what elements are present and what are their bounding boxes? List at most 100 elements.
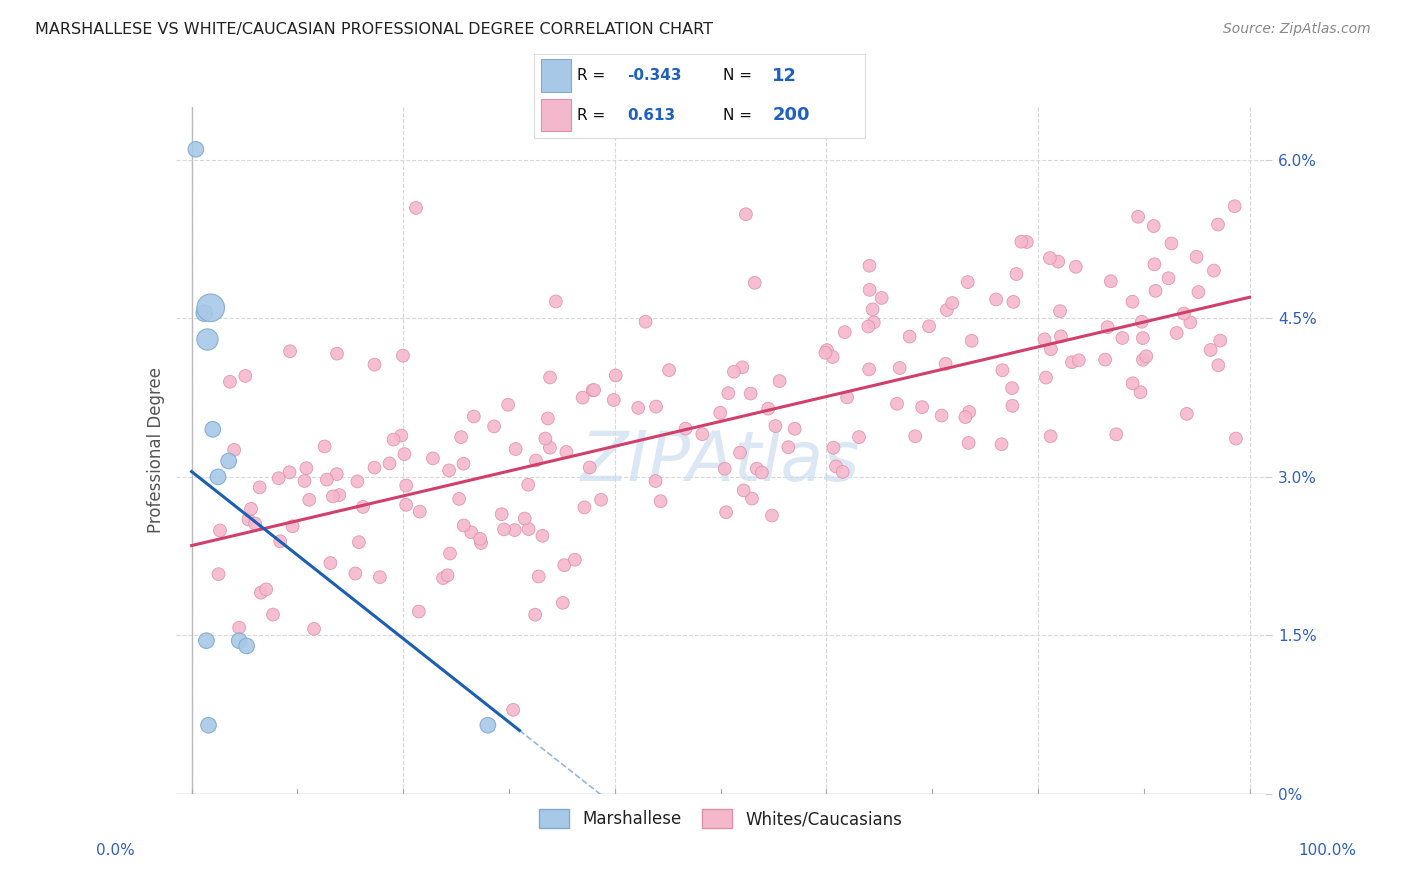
Point [432, 571, 454, 585]
Point [517, 477, 540, 491]
Point [603, 392, 626, 407]
Point [395, 498, 418, 512]
Point [422, 451, 444, 466]
Text: 100.0%: 100.0% [1299, 843, 1357, 858]
Point [731, 360, 754, 375]
Point [644, 474, 666, 488]
Point [394, 447, 416, 461]
Point [1122, 376, 1144, 391]
Point [534, 432, 557, 446]
Point [1111, 331, 1133, 345]
Point [195, 633, 218, 648]
Legend: Marshallese, Whites/Caucasians: Marshallese, Whites/Caucasians [533, 803, 908, 835]
Point [1199, 343, 1222, 357]
Point [235, 639, 257, 653]
Point [201, 422, 224, 436]
Point [765, 419, 787, 434]
Point [207, 567, 229, 582]
Point [326, 346, 349, 360]
Point [1039, 343, 1062, 357]
Point [1143, 219, 1166, 233]
Point [492, 522, 515, 536]
Point [821, 350, 844, 364]
Point [218, 454, 240, 468]
Point [778, 440, 800, 454]
Text: -0.343: -0.343 [627, 68, 682, 83]
Point [713, 462, 735, 476]
Point [941, 296, 963, 310]
Point [460, 525, 482, 540]
Point [322, 489, 344, 503]
Point [208, 524, 231, 538]
Point [555, 445, 578, 459]
Point [250, 585, 273, 599]
Point [482, 419, 505, 434]
Point [298, 492, 321, 507]
Point [761, 508, 783, 523]
Point [955, 410, 977, 425]
Point [228, 621, 250, 635]
Point [634, 315, 657, 329]
Point [740, 386, 762, 401]
Point [344, 566, 367, 581]
Point [1035, 370, 1057, 384]
Point [1135, 349, 1157, 363]
Point [219, 375, 242, 389]
Point [862, 302, 884, 317]
Point [858, 283, 880, 297]
Point [714, 505, 737, 519]
Point [1225, 432, 1247, 446]
Point [1173, 307, 1195, 321]
Point [524, 453, 547, 467]
Point [831, 465, 853, 479]
Point [745, 461, 768, 475]
Point [346, 475, 368, 489]
Point [1047, 254, 1070, 268]
Point [1223, 199, 1246, 213]
Point [389, 428, 412, 442]
Point [278, 465, 301, 479]
Point [904, 429, 927, 443]
Point [837, 391, 859, 405]
Point [262, 607, 284, 622]
Point [238, 512, 260, 526]
Point [409, 505, 432, 519]
Point [1160, 236, 1182, 251]
Point [756, 401, 779, 416]
Point [741, 491, 763, 506]
Point [470, 536, 492, 550]
Point [1010, 235, 1032, 249]
Point [1185, 250, 1208, 264]
Point [395, 478, 418, 492]
Point [645, 400, 668, 414]
Point [537, 411, 560, 425]
Point [735, 207, 758, 221]
Point [477, 718, 499, 732]
Point [1049, 304, 1071, 318]
Point [1121, 294, 1143, 309]
Point [295, 461, 318, 475]
Text: 0.0%: 0.0% [96, 843, 135, 858]
Point [450, 430, 472, 444]
Point [538, 441, 561, 455]
Point [815, 343, 838, 358]
Point [834, 325, 856, 339]
Point [502, 703, 524, 717]
Point [1129, 385, 1152, 400]
Point [858, 259, 880, 273]
Point [717, 386, 740, 401]
Point [956, 275, 979, 289]
Point [436, 568, 458, 582]
Point [1105, 427, 1128, 442]
Point [1180, 315, 1202, 329]
Point [591, 492, 613, 507]
Point [453, 518, 475, 533]
Point [571, 391, 593, 405]
Point [315, 473, 337, 487]
Point [240, 502, 263, 516]
Point [723, 365, 745, 379]
Point [1001, 399, 1024, 413]
Point [744, 276, 766, 290]
Text: 0.613: 0.613 [627, 108, 675, 123]
Point [207, 470, 229, 484]
